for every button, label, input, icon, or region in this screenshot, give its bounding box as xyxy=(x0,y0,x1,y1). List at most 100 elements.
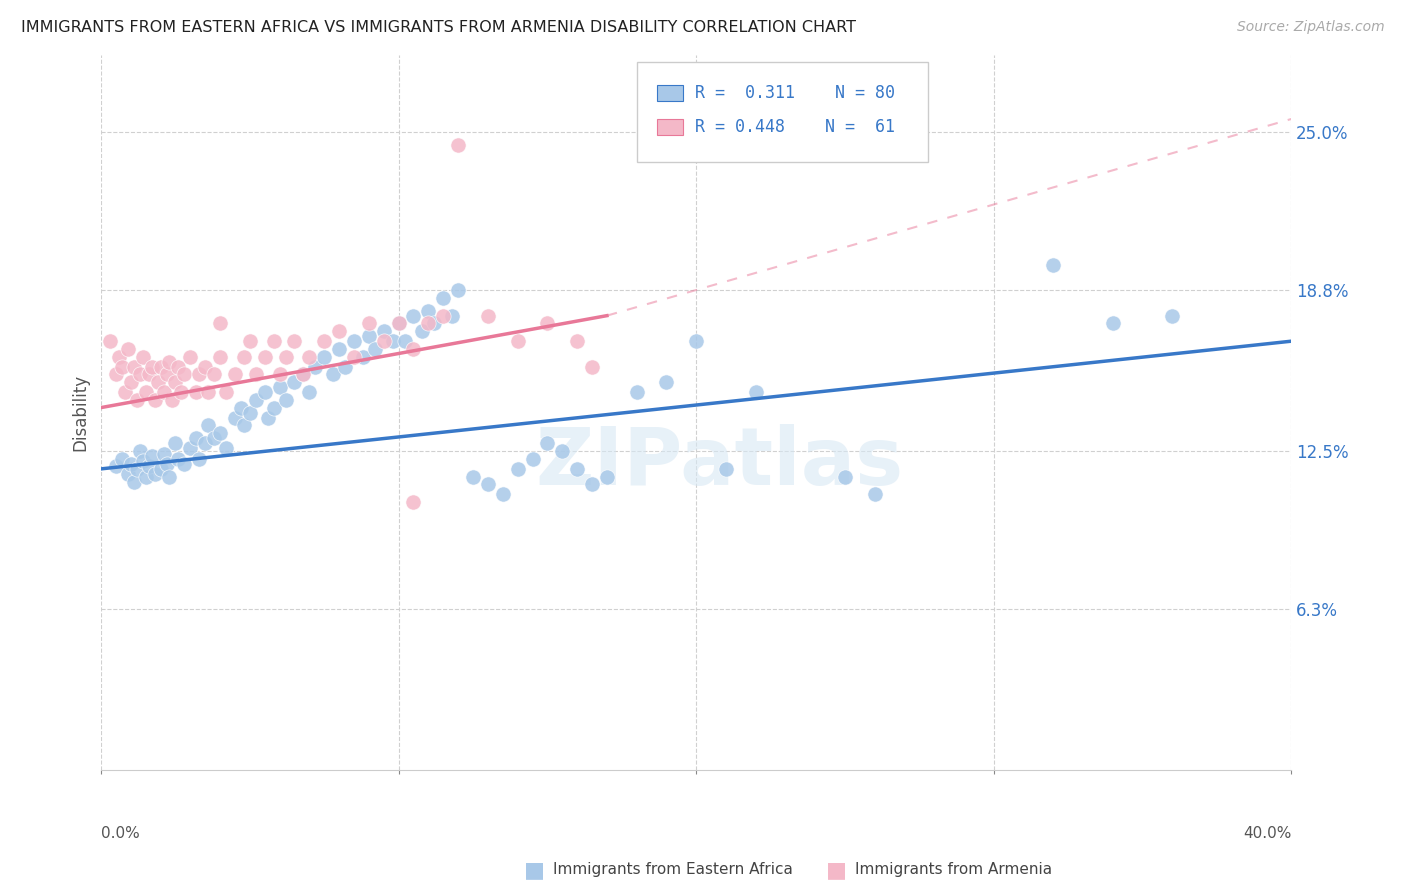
Point xyxy=(125,392,148,407)
Point xyxy=(328,324,350,338)
Point xyxy=(143,392,166,407)
Point xyxy=(179,350,201,364)
Point xyxy=(141,449,163,463)
Point xyxy=(322,368,344,382)
Point xyxy=(292,368,315,382)
Point xyxy=(343,350,366,364)
Point xyxy=(232,418,254,433)
Point xyxy=(197,385,219,400)
Point xyxy=(125,462,148,476)
Point xyxy=(224,410,246,425)
Point xyxy=(104,459,127,474)
Point xyxy=(155,457,177,471)
Point xyxy=(432,291,454,305)
Point xyxy=(477,477,499,491)
Y-axis label: Disability: Disability xyxy=(72,374,89,451)
Point xyxy=(155,368,177,382)
Point xyxy=(194,436,217,450)
Point xyxy=(128,444,150,458)
Point xyxy=(333,359,356,374)
Point xyxy=(108,350,131,364)
Point xyxy=(253,350,276,364)
Point xyxy=(447,283,470,297)
Point xyxy=(122,475,145,489)
Point xyxy=(461,469,484,483)
Point xyxy=(194,359,217,374)
Point xyxy=(314,350,336,364)
Point xyxy=(114,385,136,400)
Point xyxy=(229,401,252,415)
Point xyxy=(131,454,153,468)
Point xyxy=(1161,309,1184,323)
Point xyxy=(149,359,172,374)
Point xyxy=(394,334,416,348)
Point xyxy=(167,451,190,466)
Point xyxy=(447,137,470,152)
Point xyxy=(253,385,276,400)
Point xyxy=(120,457,142,471)
Point xyxy=(381,334,404,348)
Point xyxy=(215,385,238,400)
Point xyxy=(152,385,174,400)
Point xyxy=(122,359,145,374)
Point xyxy=(117,467,139,481)
Point xyxy=(269,368,291,382)
Point xyxy=(159,354,181,368)
Text: 0.0%: 0.0% xyxy=(101,827,139,841)
Point xyxy=(744,385,766,400)
Point xyxy=(506,462,529,476)
Point xyxy=(283,334,305,348)
Point xyxy=(565,334,588,348)
Point xyxy=(141,359,163,374)
Point xyxy=(111,451,134,466)
Point xyxy=(104,368,127,382)
Point xyxy=(149,462,172,476)
Point xyxy=(209,350,232,364)
Point xyxy=(596,469,619,483)
Point xyxy=(834,469,856,483)
Point xyxy=(274,350,297,364)
Point xyxy=(173,368,195,382)
Point xyxy=(402,309,425,323)
Point xyxy=(418,316,440,330)
Text: Source: ZipAtlas.com: Source: ZipAtlas.com xyxy=(1237,20,1385,34)
Point xyxy=(357,329,380,343)
Point xyxy=(402,342,425,356)
Text: R =  0.311    N = 80: R = 0.311 N = 80 xyxy=(695,84,896,102)
Point xyxy=(120,375,142,389)
Point xyxy=(432,309,454,323)
Point xyxy=(565,462,588,476)
Point xyxy=(188,451,211,466)
Point xyxy=(492,487,515,501)
Point xyxy=(477,309,499,323)
Point xyxy=(165,436,187,450)
Point xyxy=(197,418,219,433)
Point xyxy=(209,426,232,441)
Point xyxy=(135,469,157,483)
Point xyxy=(269,380,291,394)
Point xyxy=(581,477,603,491)
Text: Immigrants from Eastern Africa: Immigrants from Eastern Africa xyxy=(553,863,793,877)
Point xyxy=(423,316,446,330)
Point xyxy=(373,334,395,348)
Point xyxy=(239,406,262,420)
Point xyxy=(186,431,208,445)
Point xyxy=(314,334,336,348)
Point xyxy=(298,350,321,364)
Point xyxy=(298,385,321,400)
Point xyxy=(274,392,297,407)
Point xyxy=(292,368,315,382)
Point xyxy=(402,495,425,509)
Point xyxy=(159,469,181,483)
Point xyxy=(581,359,603,374)
Point xyxy=(215,442,238,456)
Point xyxy=(173,457,195,471)
Point xyxy=(352,350,374,364)
Point xyxy=(245,392,267,407)
Point xyxy=(146,375,169,389)
Text: R = 0.448    N =  61: R = 0.448 N = 61 xyxy=(695,118,896,136)
Point xyxy=(522,451,544,466)
Point xyxy=(263,334,285,348)
Point xyxy=(170,385,193,400)
Point xyxy=(373,324,395,338)
